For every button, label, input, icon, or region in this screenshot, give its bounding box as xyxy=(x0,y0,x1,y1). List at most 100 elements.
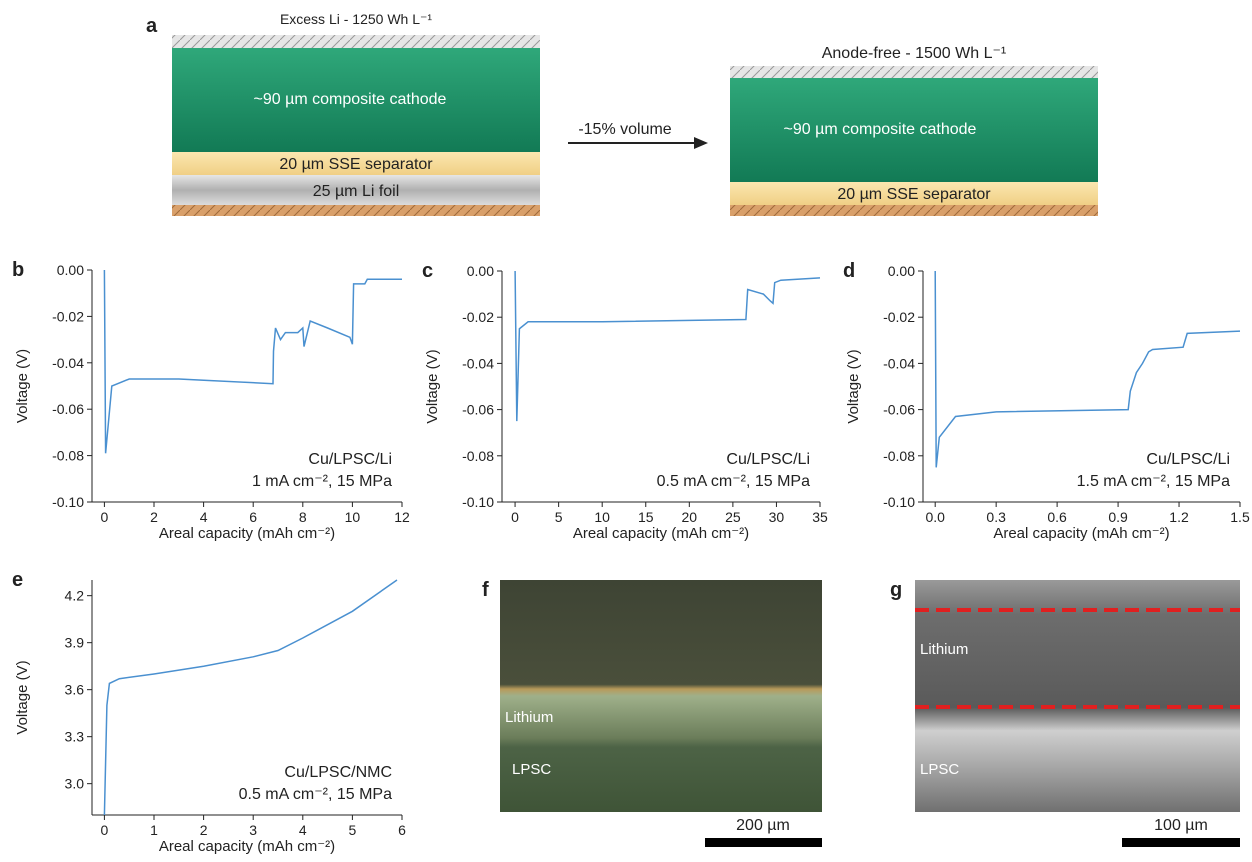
x-tick-label: 10 xyxy=(594,509,610,525)
image-label: LPSC xyxy=(512,761,551,778)
panel-label: e xyxy=(12,569,23,591)
scale-label: 200 µm xyxy=(736,817,790,834)
y-tick-label: 0.00 xyxy=(888,263,915,279)
cu-layer xyxy=(730,205,1098,216)
x-tick-label: 1.2 xyxy=(1169,509,1189,525)
y-axis-label: Voltage (V) xyxy=(14,349,31,423)
y-tick-label: -0.10 xyxy=(883,494,915,510)
y-tick-label: -0.02 xyxy=(52,308,84,324)
annotation: Cu/LPSC/Li xyxy=(308,451,392,468)
x-tick-label: 2 xyxy=(150,509,158,525)
panel-label: d xyxy=(843,260,855,282)
x-tick-label: 1.5 xyxy=(1230,509,1250,525)
annotation: Cu/LPSC/Li xyxy=(726,451,810,468)
x-axis-label: Areal capacity (mAh cm⁻²) xyxy=(159,838,335,855)
page: {"diagram":{"panel_label":"a", "left_tit… xyxy=(0,0,1252,862)
y-tick-label: -0.08 xyxy=(52,448,84,464)
panel-f: f Lithium LPSC 200 µm xyxy=(482,579,822,847)
image-label: Lithium xyxy=(920,641,968,658)
scale-bar xyxy=(1122,838,1240,847)
data-line xyxy=(935,271,1240,467)
y-tick-label: -0.04 xyxy=(462,355,494,371)
panel-label: g xyxy=(890,579,902,601)
y-tick-label: -0.10 xyxy=(52,494,84,510)
panel-a: a Excess Li - 1250 Wh L⁻¹ ~90 µm composi… xyxy=(146,11,1098,216)
image-label: LPSC xyxy=(920,761,959,778)
y-tick-label: 0.00 xyxy=(57,262,84,278)
x-tick-label: 5 xyxy=(555,509,563,525)
right-title: Anode-free - 1500 Wh L⁻¹ xyxy=(822,45,1007,62)
y-tick-label: 3.0 xyxy=(65,776,85,792)
left-title: Excess Li - 1250 Wh L⁻¹ xyxy=(280,11,432,27)
x-tick-label: 8 xyxy=(299,509,307,525)
y-tick-label: -0.06 xyxy=(462,402,494,418)
y-tick-label: -0.08 xyxy=(462,448,494,464)
y-tick-label: 4.2 xyxy=(65,588,85,604)
x-tick-label: 20 xyxy=(682,509,698,525)
x-axis-label: Areal capacity (mAh cm⁻²) xyxy=(159,525,335,542)
y-axis-label: Voltage (V) xyxy=(845,349,862,423)
x-tick-label: 3 xyxy=(249,822,257,838)
x-tick-label: 0.0 xyxy=(925,509,945,525)
x-tick-label: 0.9 xyxy=(1108,509,1128,525)
y-tick-label: -0.10 xyxy=(462,494,494,510)
x-tick-label: 6 xyxy=(398,822,406,838)
y-tick-label: -0.02 xyxy=(883,309,915,325)
x-tick-label: 4 xyxy=(200,509,208,525)
panel-g: g Lithium LPSC 100 µm xyxy=(890,579,1240,847)
x-tick-label: 6 xyxy=(249,509,257,525)
scale-label: 100 µm xyxy=(1154,817,1208,834)
y-tick-label: 3.3 xyxy=(65,729,85,745)
annotation: 0.5 mA cm⁻², 15 MPa xyxy=(239,786,392,803)
x-tick-label: 0.6 xyxy=(1047,509,1067,525)
x-tick-label: 1 xyxy=(150,822,158,838)
x-tick-label: 30 xyxy=(769,509,785,525)
annotation: 1.5 mA cm⁻², 15 MPa xyxy=(1077,473,1230,490)
scale-bar xyxy=(705,838,822,847)
annotation: Cu/LPSC/NMC xyxy=(284,764,392,781)
arrow-head xyxy=(694,137,708,149)
x-tick-label: 0 xyxy=(511,509,519,525)
x-tick-label: 10 xyxy=(345,509,361,525)
panel-label: f xyxy=(482,579,489,601)
x-tick-label: 0.3 xyxy=(986,509,1006,525)
annotation: 1 mA cm⁻², 15 MPa xyxy=(252,473,392,490)
y-axis-label: Voltage (V) xyxy=(424,349,441,423)
data-line xyxy=(515,271,820,421)
data-line xyxy=(104,270,402,453)
x-tick-label: 35 xyxy=(812,509,828,525)
figure: a Excess Li - 1250 Wh L⁻¹ ~90 µm composi… xyxy=(0,0,1252,857)
layer-label: ~90 µm composite cathode xyxy=(254,91,447,108)
y-tick-label: -0.06 xyxy=(52,401,84,417)
y-axis-label: Voltage (V) xyxy=(14,660,31,734)
y-tick-label: -0.08 xyxy=(883,448,915,464)
annotation: Cu/LPSC/Li xyxy=(1146,451,1230,468)
y-tick-label: 0.00 xyxy=(467,263,494,279)
panel-label: b xyxy=(12,259,24,281)
x-tick-label: 0 xyxy=(101,822,109,838)
x-tick-label: 15 xyxy=(638,509,654,525)
chart: c-0.10-0.08-0.06-0.04-0.020.000510152025… xyxy=(422,260,828,542)
panel-label: c xyxy=(422,260,433,282)
x-tick-label: 2 xyxy=(200,822,208,838)
hatch-layer xyxy=(730,66,1098,78)
x-tick-label: 12 xyxy=(394,509,410,525)
cu-layer xyxy=(172,205,540,216)
x-tick-label: 4 xyxy=(299,822,307,838)
x-tick-label: 25 xyxy=(725,509,741,525)
hatch-layer xyxy=(172,35,540,48)
x-tick-label: 5 xyxy=(349,822,357,838)
x-tick-label: 0 xyxy=(101,509,109,525)
layer-label: 20 µm SSE separator xyxy=(837,186,991,203)
x-axis-label: Areal capacity (mAh cm⁻²) xyxy=(993,525,1169,542)
image-label: Lithium xyxy=(505,709,553,726)
panel-label: a xyxy=(146,15,158,37)
layer-label: 25 µm Li foil xyxy=(313,183,400,200)
sem-image xyxy=(915,580,1240,812)
arrow-label: -15% volume xyxy=(578,121,671,138)
y-tick-label: -0.04 xyxy=(883,355,915,371)
x-axis-label: Areal capacity (mAh cm⁻²) xyxy=(573,525,749,542)
y-tick-label: -0.04 xyxy=(52,355,84,371)
